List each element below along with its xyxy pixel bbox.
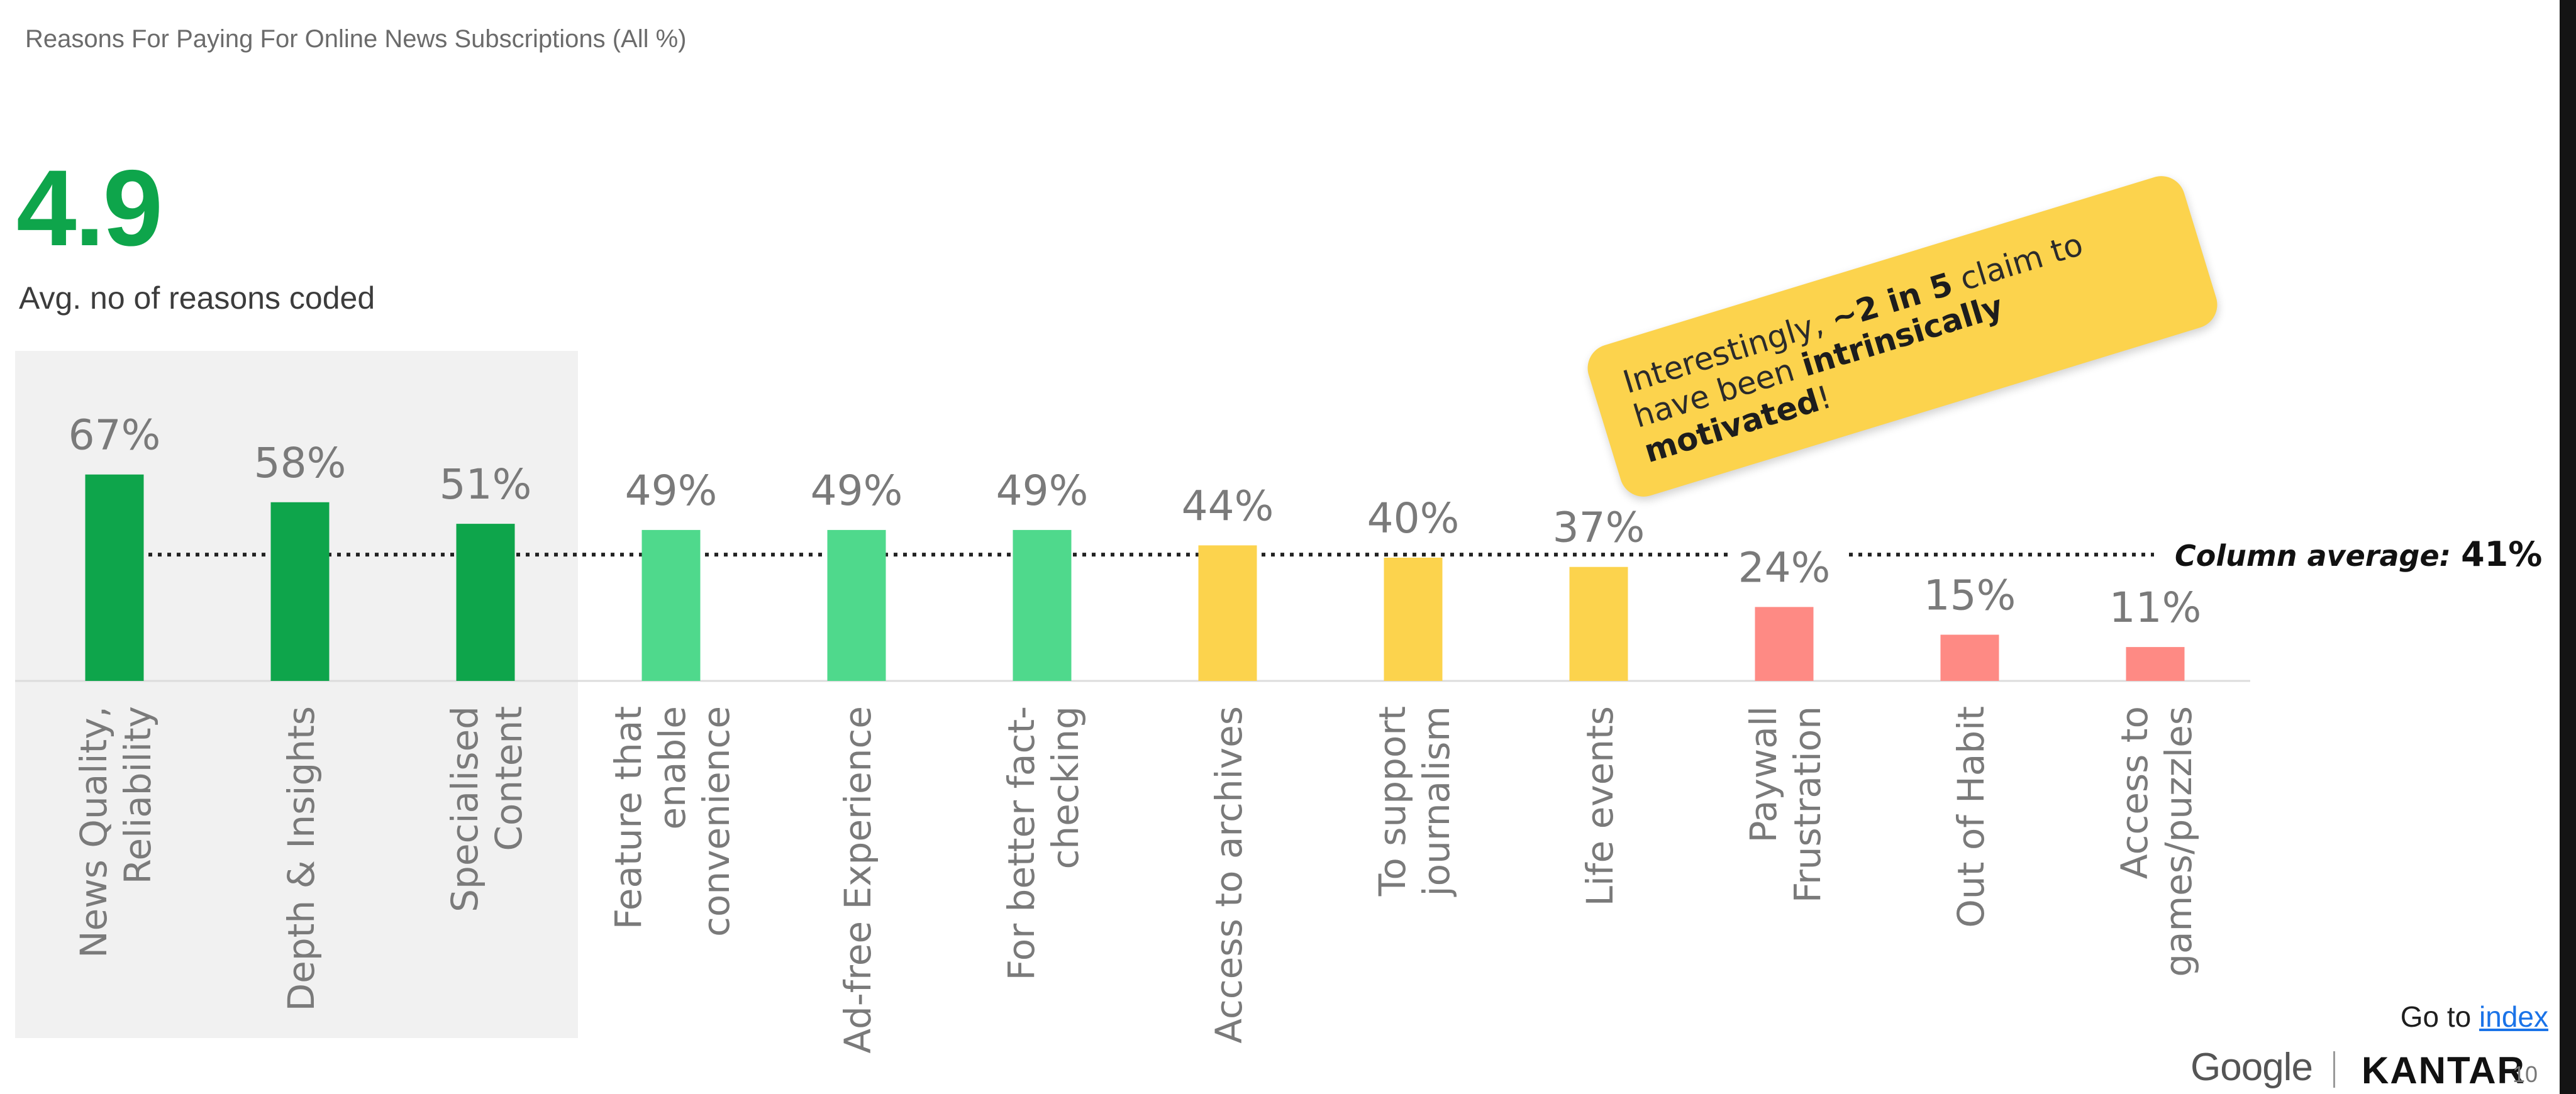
category-label-line: enable — [651, 706, 694, 830]
category-label: Specialised Content — [443, 706, 530, 912]
category-label-line: Paywall — [1742, 706, 1785, 843]
highlight-panel — [15, 351, 578, 1038]
data-label: 11% — [2109, 583, 2202, 632]
category-label: Access to archives — [1208, 706, 1250, 1044]
category-label: News Quality, Reliability — [72, 706, 159, 958]
goto-text: Go to — [2400, 1000, 2472, 1033]
category-label-line: convenience — [695, 706, 738, 937]
category-label-line: journalism — [1415, 706, 1458, 897]
category-label: Access to games/puzzles — [2113, 706, 2200, 977]
google-logo: Google — [2190, 1046, 2313, 1089]
category-label-line: Reliability — [116, 706, 159, 884]
bar — [85, 474, 144, 681]
data-label: 49% — [811, 467, 903, 515]
goto-index: Go to index — [2401, 1000, 2548, 1034]
category-label-line: Out of Habit — [1950, 706, 1992, 928]
bar — [1940, 634, 1999, 681]
data-label: 49% — [625, 467, 718, 515]
category-label: To support journalism — [1371, 706, 1458, 897]
category-label: Life events — [1579, 706, 1621, 906]
bar — [2126, 647, 2185, 681]
footer-divider — [2333, 1051, 2335, 1088]
bar — [1198, 545, 1257, 681]
data-label: 51% — [440, 460, 532, 509]
data-label: 24% — [1738, 543, 1831, 592]
category-label-line: To support — [1371, 706, 1414, 897]
category-label: Out of Habit — [1950, 706, 1992, 928]
average-label: Column average: 41% — [2175, 534, 2542, 574]
category-label-line: Frustration — [1786, 706, 1829, 903]
index-link[interactable]: index — [2479, 1000, 2548, 1033]
category-label: Feature that enable convenience — [607, 706, 738, 937]
category-label-line: checking — [1044, 706, 1087, 870]
right-edge-strip — [2560, 0, 2576, 1094]
category-label: Paywall Frustration — [1742, 706, 1829, 903]
bar — [641, 529, 701, 681]
category-label-line: News Quality, — [72, 706, 115, 958]
bar — [456, 524, 515, 681]
avg-reasons-value: 4.9 — [16, 148, 163, 268]
category-label-line: Depth & Insights — [280, 706, 323, 1012]
data-label: 37% — [1553, 504, 1645, 552]
data-label: 44% — [1182, 482, 1274, 530]
page-number: 10 — [2512, 1061, 2538, 1087]
category-label: Ad-free Experience — [836, 706, 879, 1054]
category-label: For better fact-checking — [1000, 706, 1087, 981]
data-label: 15% — [1924, 572, 2016, 620]
bar — [1013, 529, 1072, 681]
bar — [827, 529, 886, 681]
category-label-line: Specialised — [443, 706, 486, 912]
category-label-line: Access to — [2113, 706, 2156, 879]
category-label: Depth & Insights — [280, 706, 323, 1012]
chart-subtitle: Reasons For Paying For Online News Subsc… — [25, 25, 687, 53]
category-label-line: Content — [487, 706, 530, 851]
category-label-line: Feature that — [607, 706, 650, 929]
bar — [1384, 558, 1443, 681]
category-label-line: Ad-free Experience — [836, 706, 879, 1054]
bar — [1755, 607, 1814, 681]
data-label: 67% — [69, 411, 161, 460]
bar — [1569, 566, 1628, 681]
bar — [270, 502, 330, 681]
category-label-line: Access to archives — [1208, 706, 1250, 1044]
data-label: 49% — [996, 467, 1089, 515]
category-label-line: For better fact- — [1000, 706, 1043, 981]
kantar-logo: KANTAR — [2362, 1049, 2526, 1091]
category-label-line: Life events — [1579, 706, 1621, 906]
data-label: 58% — [254, 439, 347, 487]
data-label: 40% — [1367, 494, 1460, 543]
category-label-line: games/puzzles — [2157, 706, 2200, 977]
avg-reasons-label: Avg. no of reasons coded — [19, 280, 375, 316]
